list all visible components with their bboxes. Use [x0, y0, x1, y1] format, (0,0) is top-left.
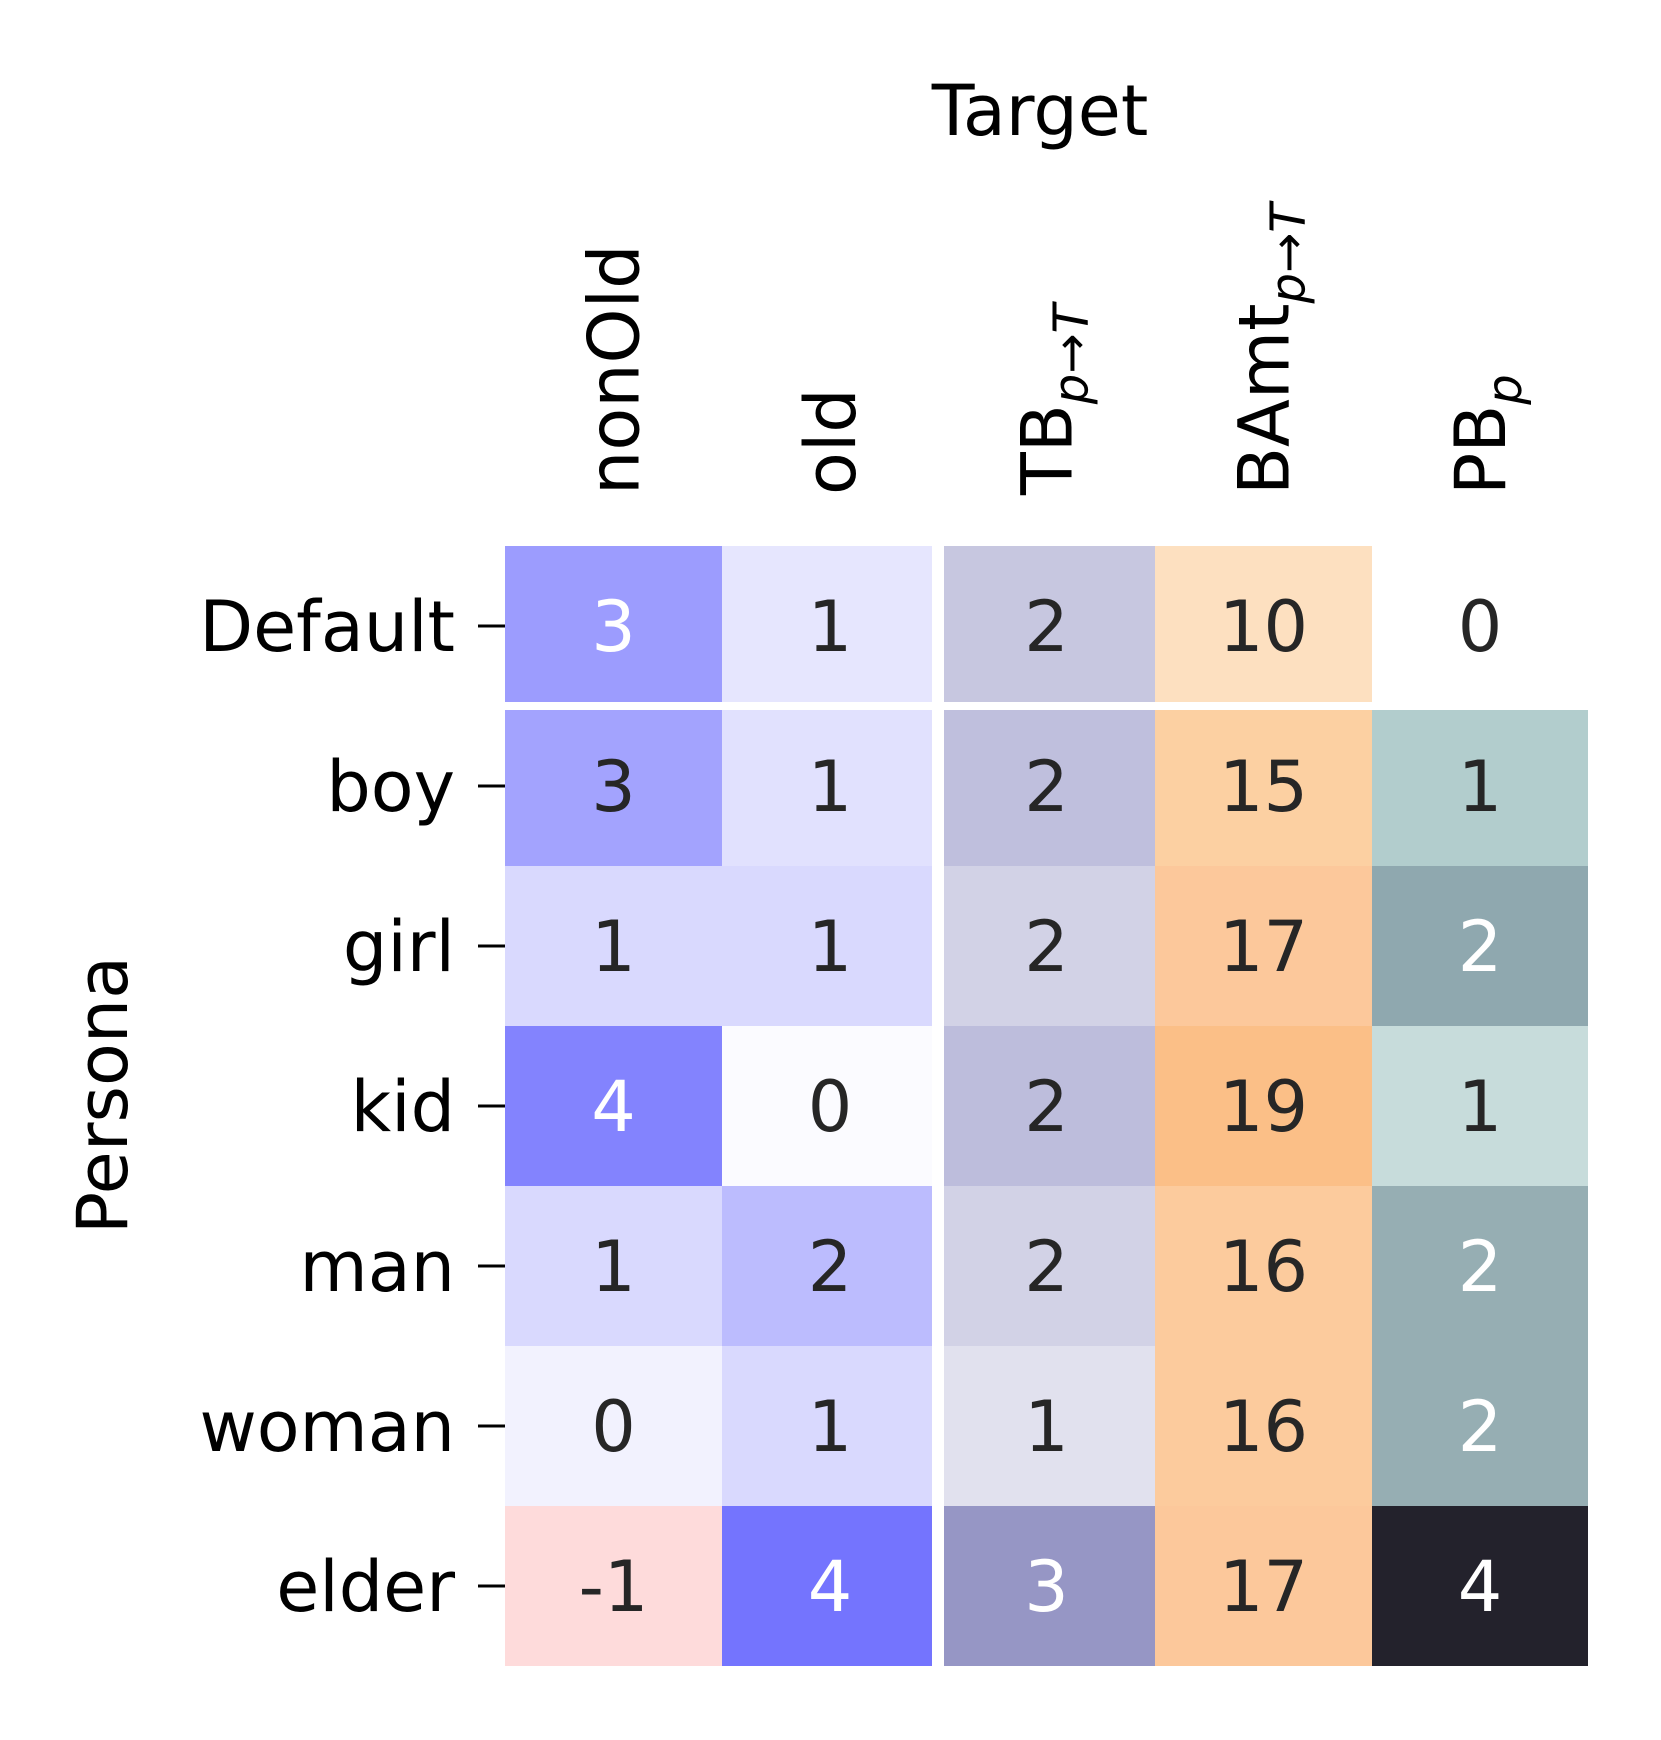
- cell-value-label: 1: [591, 906, 636, 988]
- heatmap-cell: [722, 706, 938, 866]
- cell-value-label: 2: [1024, 586, 1069, 668]
- cell-value-label: 1: [1458, 746, 1503, 828]
- heatmap-cell: [505, 1026, 722, 1186]
- heatmap-cell: [722, 1506, 938, 1666]
- column-labels: nonOld old TBp→T BAmtp→T PBp: [574, 200, 1534, 496]
- cell-value-label: 0: [808, 1066, 853, 1148]
- cell-value-label: 3: [1024, 1546, 1069, 1628]
- row-label: girl: [343, 906, 455, 988]
- cell-value-label: 3: [591, 746, 636, 828]
- heatmap-cell: [1155, 1026, 1372, 1186]
- heatmap-cell: [1372, 1346, 1588, 1506]
- heatmap-cell: [1155, 1506, 1372, 1666]
- heatmap-cell: [1155, 546, 1372, 706]
- heatmap-cells: 3 1 2 10 0 3 1 2 15 1 1 1 2 17 2 4 0 2 19 1 1 2 2 16 2 0 1 1 16 2 -1 4 3…: [505, 546, 1588, 1666]
- row-label: man: [300, 1226, 455, 1308]
- heatmap-cell: [505, 1506, 722, 1666]
- row-labels: Default boy girl kid man woman elder: [199, 586, 505, 1628]
- cell-value-label: -1: [579, 1546, 649, 1628]
- row-separator: [505, 702, 1588, 710]
- row-label: Default: [199, 586, 455, 668]
- row-label: woman: [199, 1386, 455, 1468]
- row-label: elder: [276, 1546, 455, 1628]
- heatmap-cell: [722, 866, 938, 1026]
- heatmap-cell: [505, 706, 722, 866]
- column-label: PBp: [1440, 374, 1533, 495]
- cell-value-label: 2: [808, 1226, 853, 1308]
- heatmap-cell: [505, 546, 722, 706]
- cell-value-label: 16: [1219, 1386, 1308, 1468]
- cell-value-label: 19: [1219, 1066, 1308, 1148]
- heatmap-cell: [1372, 866, 1588, 1026]
- heatmap-cell: [1155, 866, 1372, 1026]
- row-label: boy: [326, 746, 455, 828]
- heatmap-cell: [722, 1026, 938, 1186]
- heatmap-cell: [938, 1026, 1155, 1186]
- cell-value-label: 17: [1219, 1546, 1308, 1628]
- heatmap-cell: [722, 1186, 938, 1346]
- heatmap-cell: [505, 1186, 722, 1346]
- cell-value-label: 17: [1219, 906, 1308, 988]
- cell-value-label: 4: [591, 1066, 636, 1148]
- heatmap-cell: [1372, 706, 1588, 866]
- x-axis-title: Target: [931, 70, 1149, 152]
- cell-value-label: 1: [1458, 1066, 1503, 1148]
- cell-value-label: 3: [591, 586, 636, 668]
- heatmap-cell: [722, 1346, 938, 1506]
- heatmap-cell: [938, 546, 1155, 706]
- heatmap-cell: [938, 866, 1155, 1026]
- heatmap-cell: [505, 866, 722, 1026]
- cell-value-label: 2: [1458, 1386, 1503, 1468]
- heatmap-cell: [1155, 706, 1372, 866]
- cell-value-label: 10: [1219, 586, 1308, 668]
- row-label: kid: [351, 1066, 455, 1148]
- cell-value-label: 1: [591, 1226, 636, 1308]
- cell-value-label: 1: [1024, 1386, 1069, 1468]
- cell-value-label: 4: [1458, 1546, 1503, 1628]
- heatmap-cell: [1372, 1026, 1588, 1186]
- heatmap-cell: [722, 546, 938, 706]
- cell-value-label: 1: [808, 1386, 853, 1468]
- cell-value-label: 0: [1458, 586, 1503, 668]
- heatmap-cell: [1155, 1186, 1372, 1346]
- cell-value-label: 16: [1219, 1226, 1308, 1308]
- cell-value-label: 2: [1458, 1226, 1503, 1308]
- y-axis-title: Persona: [62, 956, 144, 1234]
- cell-value-label: 1: [808, 586, 853, 668]
- cell-value-label: 2: [1024, 1066, 1069, 1148]
- cell-value-label: 2: [1458, 906, 1503, 988]
- column-separator: [932, 546, 944, 1666]
- cell-value-label: 4: [808, 1546, 853, 1628]
- cell-value-label: 1: [808, 906, 853, 988]
- column-label: TBp→T: [1007, 301, 1100, 496]
- heatmap-cell: [1372, 1186, 1588, 1346]
- heatmap-cell: [505, 1346, 722, 1506]
- heatmap-cell: [1155, 1346, 1372, 1506]
- cell-value-label: 2: [1024, 746, 1069, 828]
- cell-value-label: 1: [808, 746, 853, 828]
- heatmap-cell: [1372, 1506, 1588, 1666]
- cell-value-label: 2: [1024, 906, 1069, 988]
- cell-value-label: 2: [1024, 1226, 1069, 1308]
- column-label: old: [790, 388, 872, 495]
- heatmap-cell: [1372, 546, 1588, 706]
- heatmap-cell: [938, 1186, 1155, 1346]
- heatmap-cell: [938, 706, 1155, 866]
- heatmap-cell: [938, 1506, 1155, 1666]
- column-label: nonOld: [574, 244, 656, 495]
- cell-value-label: 0: [591, 1386, 636, 1468]
- heatmap-separators: [505, 546, 1588, 1666]
- heatmap-cell: [938, 1346, 1155, 1506]
- column-label: BAmtp→T: [1224, 200, 1317, 495]
- cell-value-label: 15: [1219, 746, 1308, 828]
